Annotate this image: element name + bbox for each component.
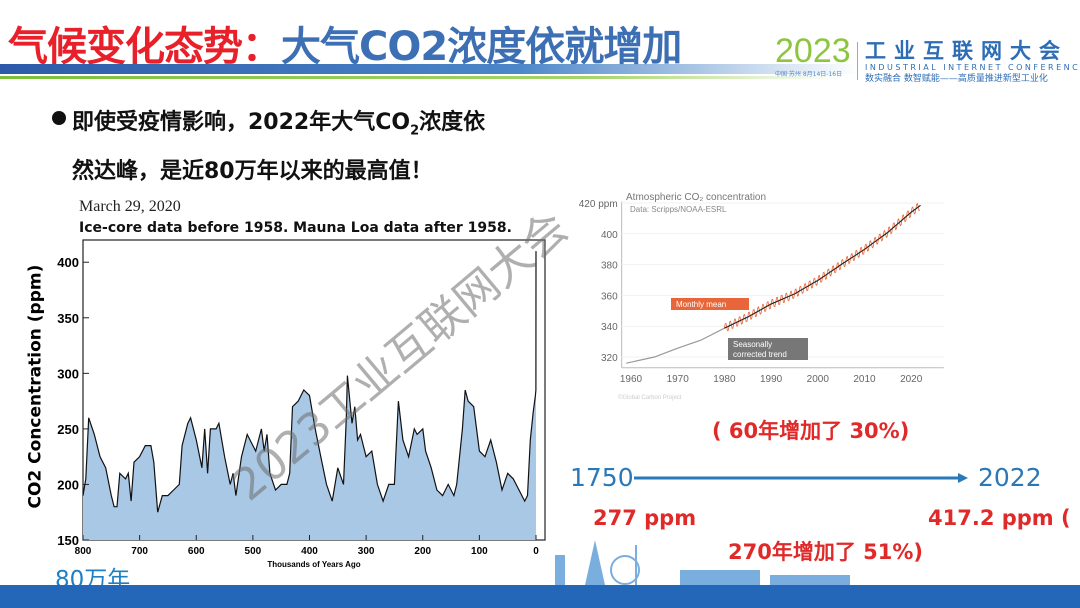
x-tick-label: 600 [188, 546, 205, 557]
title-red: 气候变化态势： [8, 24, 282, 70]
x-tick-label: 400 [301, 546, 318, 557]
chart-title: Atmospheric CO₂ concentration [626, 192, 766, 203]
chart-subtitle: Data: Scripps/NOAA-ESRL [630, 205, 727, 214]
trend-label: Seasonally [733, 340, 772, 349]
y-tick-label: 380 [601, 261, 618, 272]
monthly-mean-line [724, 202, 921, 332]
logo-name-cn: 工业互联网大会 [865, 39, 1068, 63]
logo-location-date: 中国·苏州 8月14日-16日 [775, 71, 843, 78]
title-underline-blue [0, 64, 860, 74]
x-tick-label: 100 [471, 546, 488, 557]
y-tick-label: 340 [601, 322, 618, 333]
timeline-start-year: 1750 [570, 463, 634, 492]
logo-slogan: 数实融合 数智赋能——高质量推进新型工业化 [865, 74, 1048, 84]
chart-credit: ©Global Carbon Project [618, 394, 682, 401]
trend-line-recent [724, 204, 921, 329]
trend-label-box [728, 338, 808, 360]
co2-line [82, 251, 537, 513]
bullet-text: 浓度依 [419, 110, 486, 135]
title-blue: 大气CO2浓度依就增加 [281, 24, 682, 70]
slide-title: 气候变化态势：大气CO2浓度依就增加 [8, 14, 682, 72]
x-tick-label: 1970 [667, 374, 690, 385]
monthly-mean-label: Monthly mean [676, 300, 726, 309]
bullet-text: 即使受疫情影响，2022年大气CO [72, 110, 411, 135]
x-tick-label: 1960 [620, 374, 643, 385]
x-tick-label: 500 [245, 546, 262, 557]
co2-area [83, 251, 536, 540]
x-tick-label: 700 [131, 546, 148, 557]
x-tick-label: 1980 [713, 374, 736, 385]
ice-chart-title: Ice-core data before 1958. Mauna Loa dat… [79, 220, 512, 236]
timeline-end-year: 2022 [978, 463, 1042, 492]
y-tick-label: 420 ppm [579, 199, 618, 210]
change-60-years: ( 60年增加了 30%) [712, 419, 910, 443]
title-underline-green [0, 76, 840, 79]
y-tick-label: 150 [57, 533, 79, 548]
monthly-mean-label-box [671, 298, 749, 310]
end-value: 417.2 ppm ( [928, 506, 1071, 530]
start-value: 277 ppm [593, 506, 697, 530]
timeline-arrow-icon [634, 473, 968, 483]
y-tick-label: 400 [601, 230, 618, 241]
bullet-subscript: 2 [410, 123, 420, 139]
y-tick-label: 350 [57, 311, 79, 326]
logo-name-en: INDUSTRIAL INTERNET CONFERENCE [865, 63, 1080, 72]
y-tick-label: 300 [57, 366, 79, 381]
y-tick-label: 320 [601, 353, 618, 364]
x-tick-label: 2010 [853, 374, 876, 385]
bullet-dot-icon [52, 111, 66, 125]
x-tick-label: 1990 [760, 374, 783, 385]
x-axis-label: Thousands of Years Ago [267, 560, 360, 569]
trend-label: corrected trend [733, 350, 787, 359]
bullet-line-1: 即使受疫情影响，2022年大气CO2浓度依 [72, 104, 485, 138]
y-tick-label: 400 [57, 255, 79, 270]
x-tick-label: 0 [533, 546, 539, 557]
y-tick-label: 200 [57, 477, 79, 492]
bullet-line-2: 然达峰，是近80万年以来的最高值！ [72, 159, 433, 184]
ice-chart-date: March 29, 2020 [79, 198, 181, 215]
change-270-years: 270年增加了 51%) [728, 540, 924, 564]
x-tick-label: 200 [414, 546, 431, 557]
x-tick-label: 2000 [807, 374, 830, 385]
x-tick-label: 800 [75, 546, 92, 557]
x-tick-label: 300 [358, 546, 375, 557]
logo-divider [857, 42, 858, 80]
logo-year: 2023 [775, 32, 851, 70]
y-tick-label: 250 [57, 422, 79, 437]
y-tick-label: 360 [601, 291, 618, 302]
city-skyline-banner [0, 540, 1080, 608]
x-tick-label: 2020 [900, 374, 923, 385]
